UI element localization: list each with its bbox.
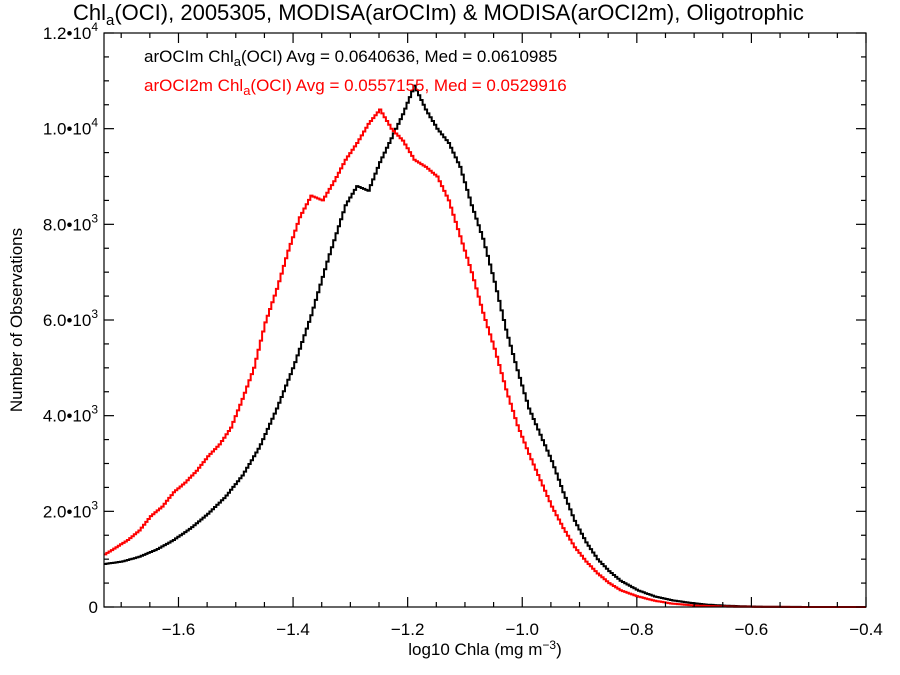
x-tick-label-4: −0.8 [620, 620, 654, 639]
x-axis-label-end: ) [556, 640, 562, 659]
annotation-aroci2m-pre: arOCI2m Chl [144, 76, 243, 95]
y-tick-label-1: 2.0•103 [43, 498, 99, 521]
y-tick-label-4: 8.0•103 [43, 211, 99, 234]
series-line-1 [104, 108, 866, 608]
x-tick-label-1: −1.4 [276, 620, 310, 639]
annotation-aroci-m-sub: a [234, 54, 242, 69]
x-tick-labels: −1.6 −1.4 −1.2 −1.0 −0.8 −0.6 −0.4 [162, 620, 883, 639]
x-tick-label-3: −1.0 [505, 620, 539, 639]
y-tick-label-mantissa-0: 0 [89, 598, 98, 617]
y-axis-label: Number of Observations [7, 228, 26, 412]
y-tick-label-exponent-4: 3 [91, 211, 98, 225]
legend-annotations: arOCIm Chla(OCI) Avg = 0.0640636, Med = … [144, 47, 567, 98]
y-tick-label-0: 0 [89, 598, 98, 617]
y-tick-label-mantissa-6: 1.2•10 [43, 24, 92, 43]
y-tick-label-exponent-1: 3 [91, 498, 98, 512]
chart-title-rest: (OCI), 2005305, MODISA(arOCIm) & MODISA(… [114, 0, 804, 25]
annotation-aroci-m: arOCIm Chla(OCI) Avg = 0.0640636, Med = … [144, 47, 557, 69]
x-tick-label-2: −1.2 [391, 620, 425, 639]
x-axis-label: log10 Chla (mg m−3) [408, 638, 562, 659]
y-tick-label-exponent-3: 3 [91, 307, 98, 321]
x-axis-label-main: log10 Chla (mg m [408, 640, 542, 659]
y-tick-label-mantissa-2: 4.0•10 [43, 407, 92, 426]
annotation-aroci2m-post: (OCI) Avg = 0.0557155, Med = 0.0529916 [250, 76, 566, 95]
y-tick-labels: 02.0•1034.0•1036.0•1038.0•1031.0•1041.2•… [43, 20, 99, 617]
x-tick-label-6: −0.4 [849, 620, 883, 639]
chart-title-main: Chl [73, 0, 106, 25]
annotation-aroci-m-post: (OCI) Avg = 0.0640636, Med = 0.0610985 [241, 47, 557, 66]
x-tick-label-5: −0.6 [735, 620, 769, 639]
annotation-aroci2m: arOCI2m Chla(OCI) Avg = 0.0557155, Med =… [144, 76, 567, 98]
y-tick-label-mantissa-5: 1.0•10 [43, 120, 92, 139]
x-tick-label-0: −1.6 [162, 620, 196, 639]
y-tick-label-6: 1.2•104 [43, 20, 99, 43]
y-tick-label-exponent-2: 3 [91, 403, 98, 417]
y-tick-label-mantissa-1: 2.0•10 [43, 502, 92, 521]
y-tick-label-mantissa-4: 8.0•10 [43, 215, 92, 234]
axis-ticks [104, 32, 867, 608]
plot-series [104, 84, 866, 608]
chart-title-subscript: a [106, 12, 115, 29]
x-axis-label-sup: −3 [542, 638, 556, 652]
y-tick-label-exponent-5: 4 [91, 116, 98, 130]
y-tick-label-2: 4.0•103 [43, 403, 99, 426]
series-line-0 [104, 84, 866, 608]
chart-title: Chla(OCI), 2005305, MODISA(arOCIm) & MOD… [73, 0, 804, 29]
annotation-aroci-m-pre: arOCIm Chl [144, 47, 234, 66]
y-tick-label-exponent-6: 4 [91, 20, 98, 34]
y-tick-label-5: 1.0•104 [43, 116, 99, 139]
y-tick-label-mantissa-3: 6.0•10 [43, 311, 92, 330]
annotation-aroci2m-sub: a [243, 83, 251, 98]
y-tick-label-3: 6.0•103 [43, 307, 99, 330]
